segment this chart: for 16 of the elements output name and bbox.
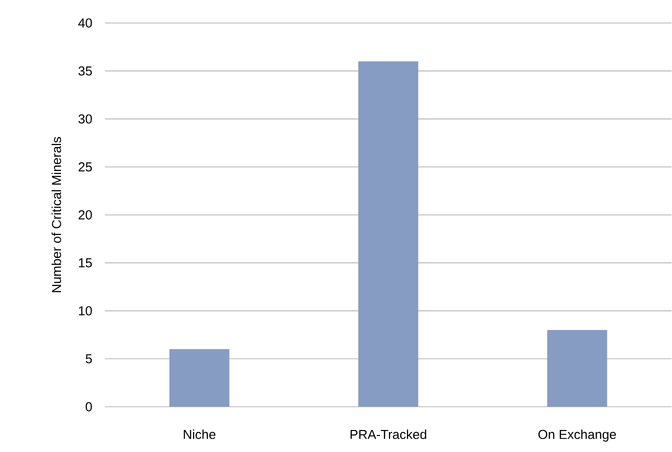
y-tick-label: 35	[78, 66, 92, 76]
x-tick-label: Niche	[184, 430, 216, 440]
y-tick-label: 10	[78, 306, 92, 316]
y-tick-label: 5	[86, 354, 92, 364]
y-tick-label: 40	[78, 18, 92, 28]
y-axis-title: Number of Critical Minerals	[52, 137, 62, 292]
x-tick-label: PRA-Tracked	[350, 430, 426, 440]
x-tick-label: On Exchange	[538, 430, 616, 442]
y-tick-label: 15	[78, 258, 92, 268]
y-tick-label: 25	[78, 162, 92, 172]
bar	[547, 330, 608, 407]
bar	[169, 349, 230, 407]
bar	[358, 62, 418, 407]
y-tick-label: 20	[78, 210, 92, 220]
y-tick-label: 0	[86, 402, 92, 412]
y-tick-label: 30	[78, 114, 92, 124]
